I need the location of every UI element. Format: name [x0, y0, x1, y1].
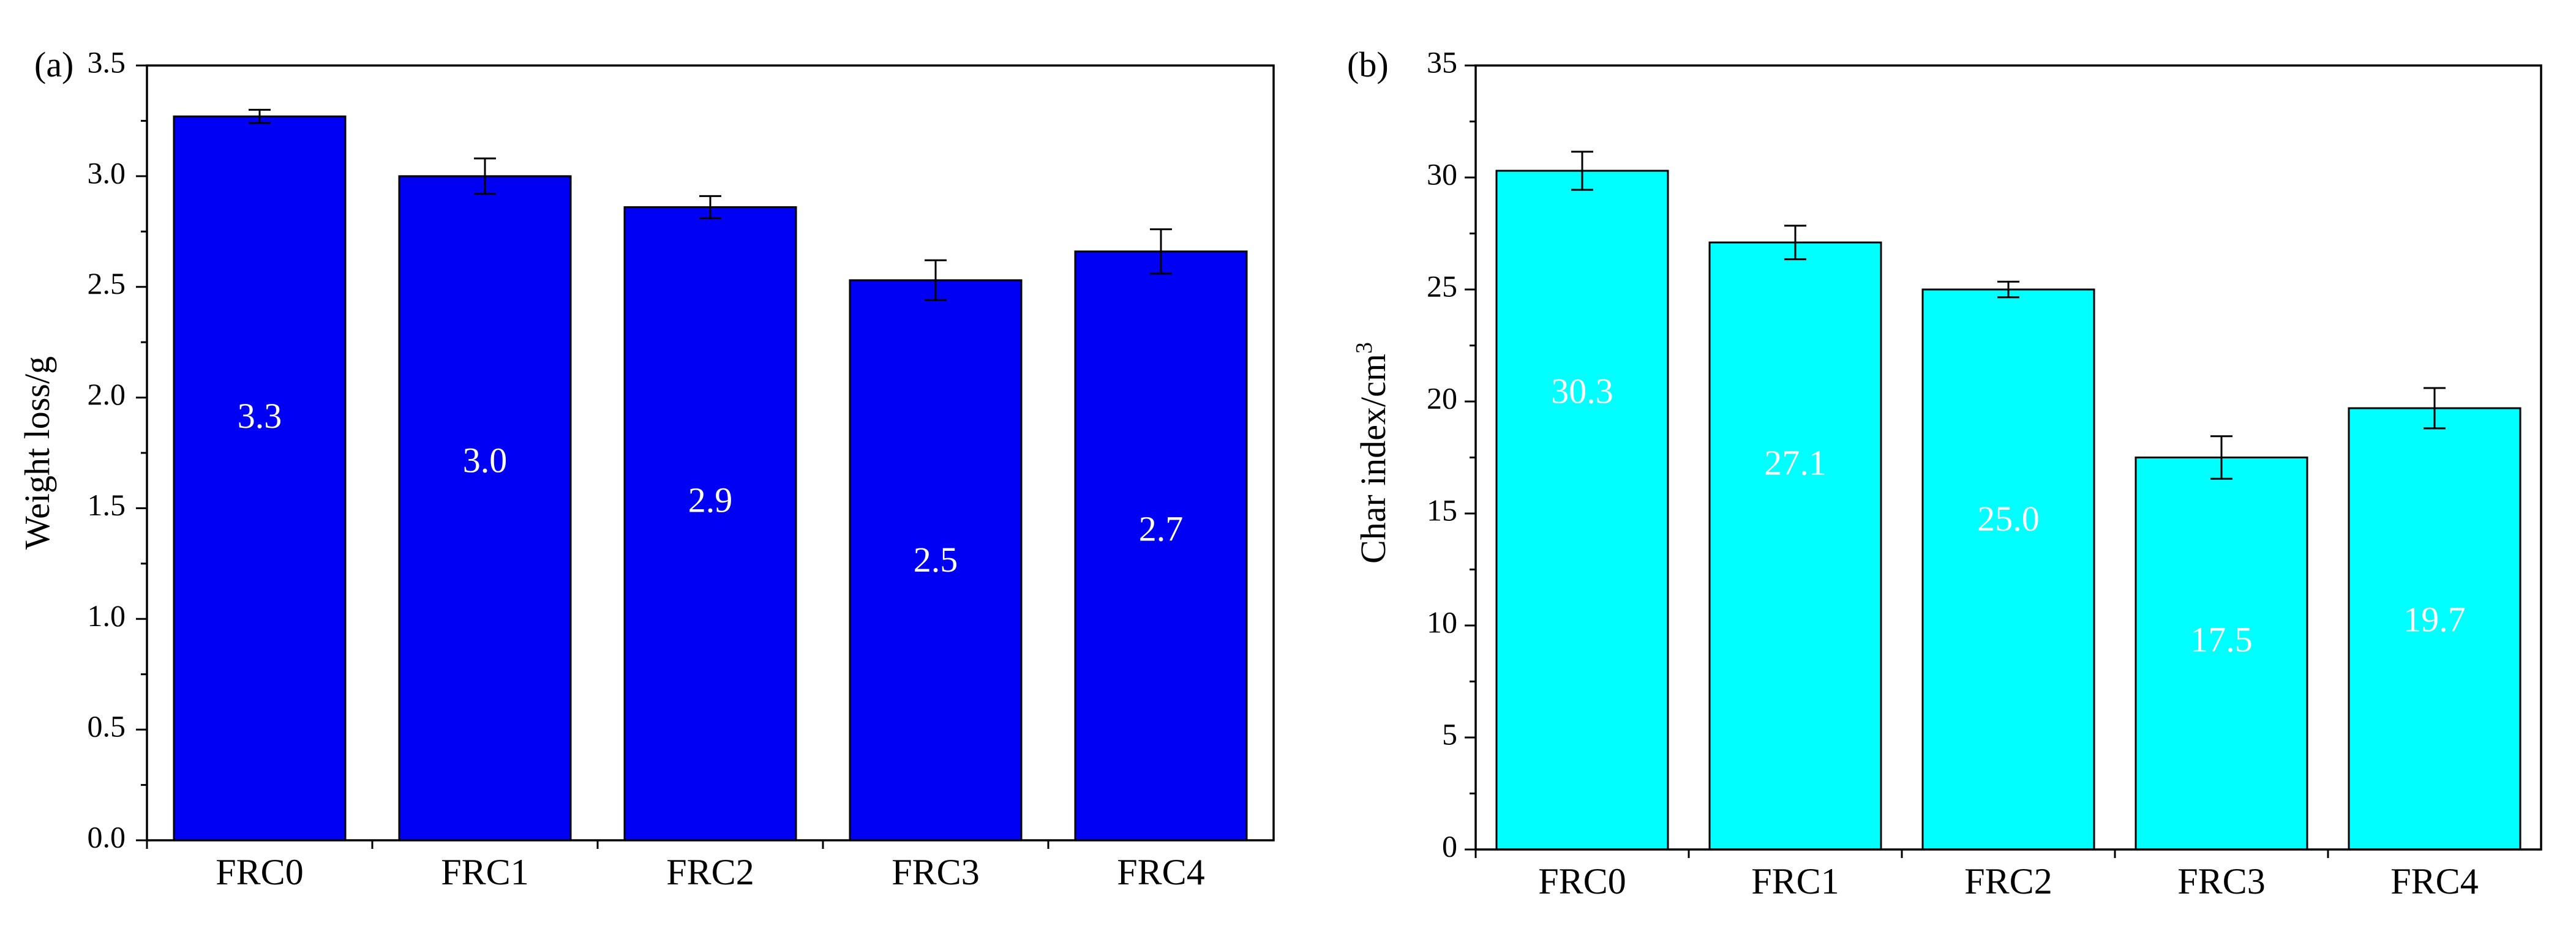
- a-y-tick-label: 0.5: [88, 709, 126, 744]
- b-errorbar-FRC2: [1997, 280, 2019, 299]
- a-y-tick-label: 0.0: [88, 819, 126, 854]
- b-y-tick-label: 0: [1442, 829, 1457, 863]
- b-data-label-FRC3: 17.5: [2190, 620, 2253, 660]
- a-y-tick-label: 2.5: [88, 266, 126, 301]
- b-y-tick-label: 25: [1427, 269, 1457, 303]
- b-errorbar-FRC4: [2424, 387, 2446, 430]
- b-y-axis-title: Char index/cm3: [1351, 342, 1393, 564]
- a-errorbar-FRC2: [699, 195, 721, 220]
- a-errorbar-FRC3: [925, 259, 947, 301]
- a-bar-FRC0: [173, 115, 347, 842]
- a-data-label-FRC0: 3.3: [238, 396, 282, 436]
- a-y-tick-label: 2.0: [88, 377, 126, 411]
- b-category-label-FRC4: FRC4: [2390, 861, 2478, 902]
- b-y-axis-title-superscript: 3: [1351, 342, 1377, 354]
- b-bar-FRC1: [1708, 241, 1882, 851]
- b-panel-label: (b): [1347, 45, 1389, 84]
- b-category-label-FRC0: FRC0: [1538, 861, 1626, 902]
- a-data-label-FRC3: 2.5: [914, 540, 958, 580]
- a-category-label-FRC1: FRC1: [441, 852, 528, 892]
- a-data-label-FRC4: 2.7: [1139, 509, 1184, 549]
- a-y-tick-label: 3.5: [88, 45, 126, 79]
- a-bar-FRC2: [623, 206, 797, 842]
- a-data-label-FRC2: 2.9: [688, 480, 733, 520]
- b-y-tick-label: 35: [1427, 45, 1457, 79]
- a-category-label-FRC0: FRC0: [216, 852, 303, 892]
- b-y-tick-label: 15: [1427, 493, 1457, 527]
- a-y-tick-label: 1.0: [88, 599, 126, 633]
- b-y-tick-label: 10: [1427, 605, 1457, 639]
- a-errorbar-FRC0: [249, 108, 271, 124]
- a-bar-FRC1: [398, 175, 572, 842]
- b-data-label-FRC4: 19.7: [2403, 600, 2466, 640]
- a-errorbar-FRC4: [1150, 228, 1172, 275]
- a-bar-FRC4: [1074, 250, 1248, 842]
- b-errorbar-FRC3: [2210, 435, 2232, 480]
- a-panel-label: (a): [34, 45, 73, 84]
- b-errorbar-FRC1: [1784, 225, 1806, 261]
- b-bar-FRC0: [1495, 170, 1669, 851]
- b-data-label-FRC2: 25.0: [1977, 499, 2040, 539]
- a-category-label-FRC4: FRC4: [1117, 852, 1204, 892]
- b-data-label-FRC1: 27.1: [1764, 442, 1827, 482]
- b-y-tick-label: 5: [1442, 717, 1457, 751]
- b-data-label-FRC0: 30.3: [1551, 371, 1613, 411]
- b-y-tick-label: 20: [1427, 381, 1457, 415]
- b-bar-FRC2: [1921, 288, 2095, 851]
- b-category-label-FRC2: FRC2: [1964, 861, 2052, 902]
- b-y-tick-label: 30: [1427, 157, 1457, 191]
- a-y-tick-label: 1.5: [88, 488, 126, 522]
- a-y-axis-title: Weight loss/g: [17, 356, 57, 550]
- b-category-label-FRC3: FRC3: [2177, 861, 2265, 902]
- a-errorbar-FRC1: [474, 157, 496, 195]
- a-category-label-FRC3: FRC3: [892, 852, 979, 892]
- b-errorbar-FRC0: [1571, 151, 1593, 191]
- a-data-label-FRC1: 3.0: [463, 440, 508, 480]
- a-category-label-FRC2: FRC2: [666, 852, 754, 892]
- b-category-label-FRC1: FRC1: [1751, 861, 1839, 902]
- a-y-tick-label: 3.0: [88, 155, 126, 190]
